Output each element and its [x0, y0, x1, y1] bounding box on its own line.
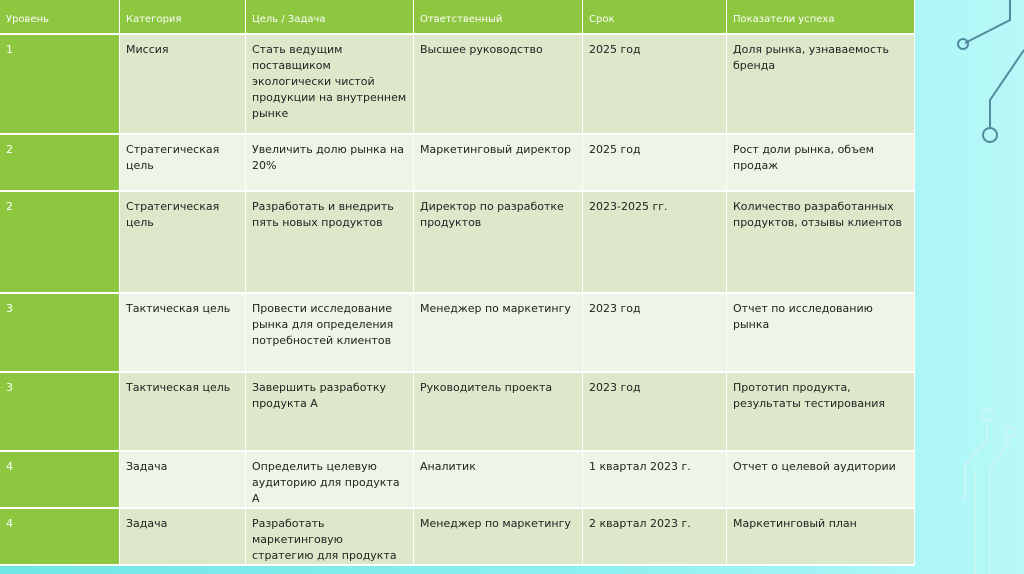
- table-cell: Менеджер по маркетингу: [414, 294, 583, 373]
- level-cell: 1: [0, 35, 120, 135]
- table-cell: Высшее руководство: [414, 35, 583, 135]
- table-cell: Отчет по исследованию рынка: [727, 294, 915, 373]
- table-cell: Провести исследование рынка для определе…: [246, 294, 414, 373]
- header-cell: Ответственный: [414, 0, 583, 35]
- table-cell: Количество разработанных продуктов, отзы…: [727, 192, 915, 294]
- table-cell: Определить целевую аудиторию для продукт…: [246, 452, 414, 509]
- table-cell: Задача: [120, 509, 246, 566]
- table-cell: Доля рынка, узнаваемость бренда: [727, 35, 915, 135]
- table-cell: Отчет о целевой аудитории: [727, 452, 915, 509]
- level-cell: 4: [0, 509, 120, 566]
- table-cell: 1 квартал 2023 г.: [583, 452, 727, 509]
- table-cell: Директор по разработке продуктов: [414, 192, 583, 294]
- table-cell: Тактическая цель: [120, 373, 246, 452]
- header-cell: Уровень: [0, 0, 120, 35]
- table-cell: Стать ведущим поставщиком экологически ч…: [246, 35, 414, 135]
- table-cell: Разработать маркетинговую стратегию для …: [246, 509, 414, 566]
- table-cell: Завершить разработку продукта А: [246, 373, 414, 452]
- table-cell: Рост доли рынка, объем продаж: [727, 135, 915, 192]
- table-cell: Разработать и внедрить пять новых продук…: [246, 192, 414, 294]
- header-cell: Срок: [583, 0, 727, 35]
- table-cell: 2025 год: [583, 135, 727, 192]
- table-cell: Руководитель проекта: [414, 373, 583, 452]
- table-cell: Увеличить долю рынка на 20%: [246, 135, 414, 192]
- table-cell: Аналитик: [414, 452, 583, 509]
- table-cell: 2023-2025 гг.: [583, 192, 727, 294]
- table-cell: Стратегическая цель: [120, 192, 246, 294]
- table-cell: Маркетинговый директор: [414, 135, 583, 192]
- level-cell: 2: [0, 135, 120, 192]
- table-cell: Прототип продукта, результаты тестирован…: [727, 373, 915, 452]
- table-cell: Маркетинговый план: [727, 509, 915, 566]
- table-cell: Тактическая цель: [120, 294, 246, 373]
- table: Уровень Категория Цель / Задача Ответственн…: [0, 0, 915, 566]
- table-cell: 2023 год: [583, 294, 727, 373]
- table-cell: Задача: [120, 452, 246, 509]
- table-cell: 2 квартал 2023 г.: [583, 509, 727, 566]
- table-cell: Стратегическая цель: [120, 135, 246, 192]
- table-cell: 2023 год: [583, 373, 727, 452]
- table-cell: Менеджер по маркетингу: [414, 509, 583, 566]
- header-cell: Цель / Задача: [246, 0, 414, 35]
- level-cell: 3: [0, 373, 120, 452]
- header-cell: Показатели успеха: [727, 0, 915, 35]
- level-cell: 4: [0, 452, 120, 509]
- level-cell: 3: [0, 294, 120, 373]
- level-cell: 2: [0, 192, 120, 294]
- table-cell: 2025 год: [583, 35, 727, 135]
- table-cell: Миссия: [120, 35, 246, 135]
- header-cell: Категория: [120, 0, 246, 35]
